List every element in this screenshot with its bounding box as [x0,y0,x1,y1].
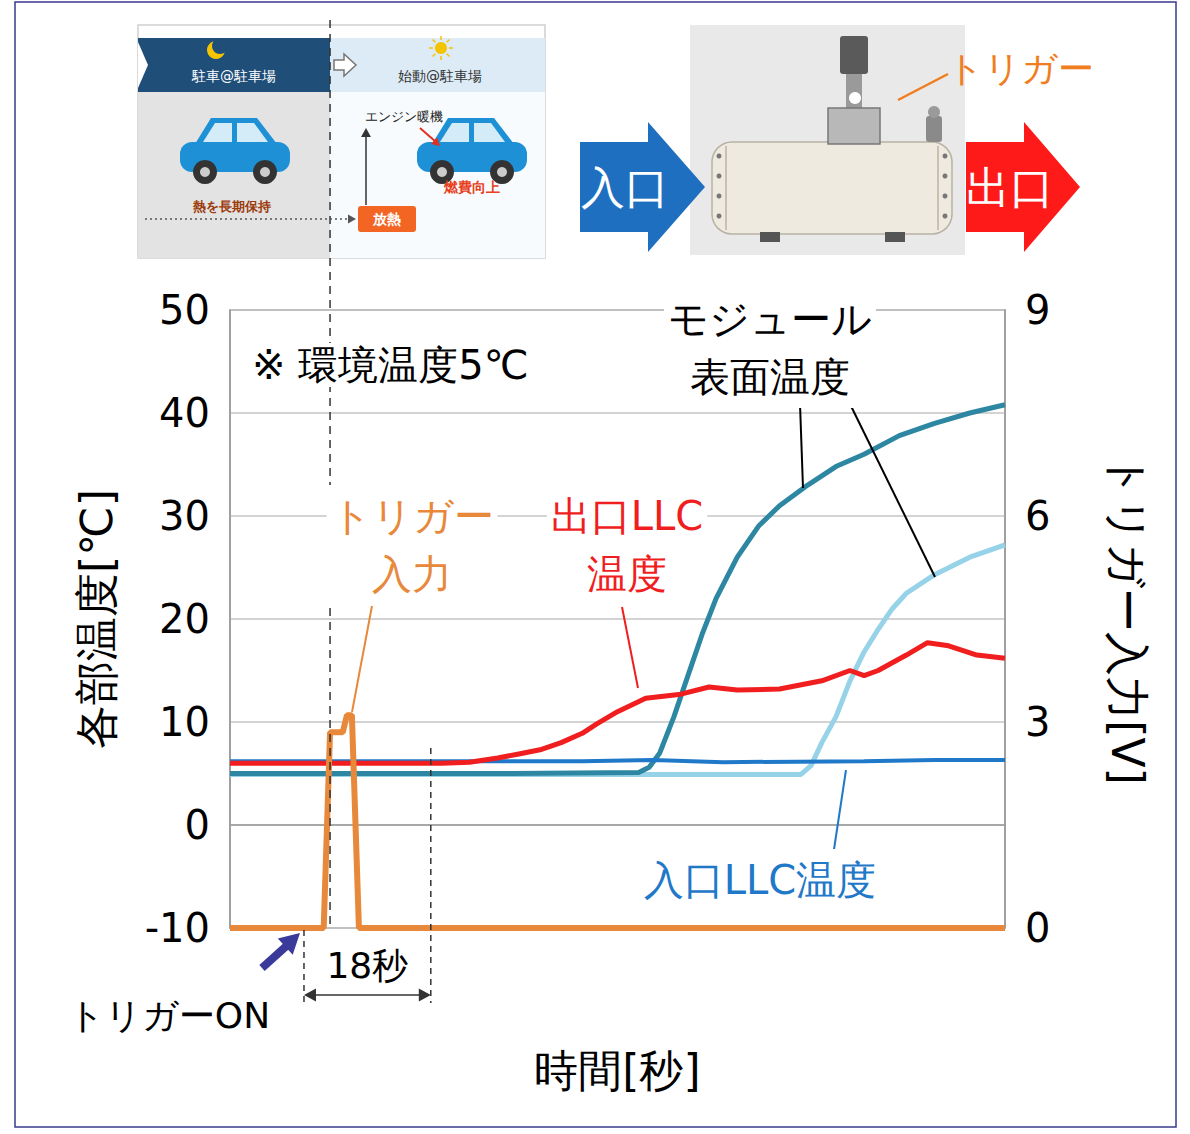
svg-text:50: 50 [159,287,210,333]
svg-text:熱を長期保持: 熱を長期保持 [192,199,271,214]
svg-text:18秒: 18秒 [326,945,408,986]
svg-text:入力: 入力 [372,551,452,597]
svg-text:※ 環境温度5℃: ※ 環境温度5℃ [252,342,529,388]
svg-text:出口: 出口 [966,162,1054,213]
svg-text:始動@駐車場: 始動@駐車場 [398,68,482,84]
svg-text:0: 0 [1025,905,1050,951]
svg-text:トリガーON: トリガーON [68,995,270,1036]
svg-text:-10: -10 [145,905,210,951]
svg-text:3: 3 [1025,699,1050,745]
svg-text:6: 6 [1025,493,1050,539]
svg-text:各部温度[℃]: 各部温度[℃] [71,489,122,749]
svg-text:0: 0 [185,802,210,848]
svg-text:駐車@駐車場: 駐車@駐車場 [191,68,276,84]
svg-text:表面温度: 表面温度 [690,354,850,400]
svg-text:入口: 入口 [581,162,669,213]
svg-text:出口LLC: 出口LLC [551,493,704,539]
svg-text:40: 40 [159,390,210,436]
svg-text:9: 9 [1025,287,1050,333]
svg-text:トリガー: トリガー [331,493,494,539]
svg-text:温度: 温度 [587,551,667,597]
svg-text:燃費向上: 燃費向上 [443,179,500,195]
svg-text:トリガー: トリガー [947,48,1094,89]
svg-text:トリガー入力[V]: トリガー入力[V] [1102,453,1153,784]
svg-text:20: 20 [159,596,210,642]
svg-text:エンジン暖機: エンジン暖機 [365,109,443,124]
svg-text:モジュール: モジュール [668,296,872,342]
svg-text:30: 30 [159,493,210,539]
svg-text:放熱: 放熱 [372,211,401,227]
svg-text:時間[秒]: 時間[秒] [534,1045,700,1096]
svg-text:10: 10 [159,699,210,745]
svg-text:入口LLC温度: 入口LLC温度 [644,857,877,903]
